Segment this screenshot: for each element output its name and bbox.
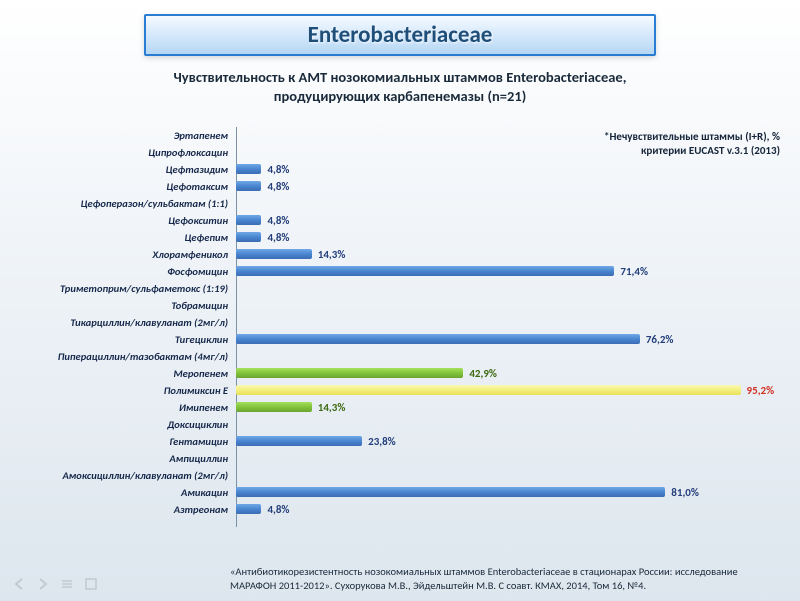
chart-row: Меропенем 42,9%: [14, 365, 784, 382]
bar: [236, 368, 463, 378]
value-label: 76,2%: [646, 331, 674, 348]
value-label: 71,4%: [620, 263, 648, 280]
fullscreen-icon: [84, 577, 98, 591]
category-label: Гентамицин: [14, 433, 232, 450]
value-label: 81,0%: [671, 484, 699, 501]
value-label: 42,9%: [469, 365, 497, 382]
chart-row: Полимиксин Е 95,2%: [14, 382, 784, 399]
category-label: Цефтазидим: [14, 161, 232, 178]
next-icon: [36, 577, 50, 591]
category-label: Доксициклин: [14, 416, 232, 433]
slide-nav-icons: [12, 577, 98, 591]
category-label: Цефотаксим: [14, 178, 232, 195]
subtitle-line-2: продуцирующих карбапенемазы (n=21): [274, 87, 526, 105]
category-label: Цефепим: [14, 229, 232, 246]
bar: [236, 215, 261, 225]
value-label: 4,8%: [267, 212, 289, 229]
sensitivity-bar-chart: ЭртапенемЦипрофлоксацинЦефтазидим4,8%Цеф…: [14, 127, 784, 527]
category-label: Имипенем: [14, 399, 232, 416]
category-label: Хлорамфеникол: [14, 246, 232, 263]
chart-row: Гентамицин 23,8%: [14, 433, 784, 450]
bar: [236, 164, 261, 174]
bar: [236, 249, 312, 259]
value-label: 4,8%: [267, 178, 289, 195]
category-label: Тигециклин: [14, 331, 232, 348]
value-label: 4,8%: [267, 501, 289, 518]
chart-row: Цефтазидим 4,8%: [14, 161, 784, 178]
category-label: Цефокситин: [14, 212, 232, 229]
category-label: Тикарциллин/клавуланат (2мг/л): [14, 314, 232, 331]
category-label: Ампициллин: [14, 450, 232, 467]
bar: [236, 402, 312, 412]
chart-row: Фосфомицин 71,4%: [14, 263, 784, 280]
chart-row: Хлорамфеникол 14,3%: [14, 246, 784, 263]
chart-row: Амоксициллин/клавуланат (2мг/л): [14, 467, 784, 484]
bar: [236, 504, 261, 514]
chart-row: Ципрофлоксацин: [14, 144, 784, 161]
value-label: 95,2%: [747, 382, 775, 399]
chart-row: Амикацин 81,0%: [14, 484, 784, 501]
chart-row: Эртапенем: [14, 127, 784, 144]
citation-text: «Антибиотикорезистентность нозокомиальны…: [230, 565, 780, 593]
banner-title: Enterobacteriaceae: [308, 21, 493, 49]
category-label: Пиперациллин/тазобактам (4мг/л): [14, 348, 232, 365]
subtitle-line-1: Чувствительность к АМТ нозокомиальных шт…: [174, 68, 627, 86]
category-label: Азтреонам: [14, 501, 232, 518]
bar: [236, 232, 261, 242]
value-label: 14,3%: [318, 399, 346, 416]
category-label: Полимиксин Е: [14, 382, 232, 399]
bar: [236, 385, 741, 395]
category-label: Эртапенем: [14, 127, 232, 144]
category-label: Амоксициллин/клавуланат (2мг/л): [14, 467, 232, 484]
category-label: Фосфомицин: [14, 263, 232, 280]
chart-row: Доксициклин: [14, 416, 784, 433]
chart-row: Ампициллин: [14, 450, 784, 467]
chart-row: Тигециклин 76,2%: [14, 331, 784, 348]
title-banner: Enterobacteriaceae: [144, 14, 656, 56]
chart-subtitle: Чувствительность к АМТ нозокомиальных шт…: [0, 68, 800, 106]
chart-row: Цефотаксим 4,8%: [14, 178, 784, 195]
category-label: Триметоприм/сульфаметокс (1:19): [14, 280, 232, 297]
menu-icon: [60, 577, 74, 591]
category-label: Меропенем: [14, 365, 232, 382]
bar: [236, 266, 614, 276]
chart-row: Тикарциллин/клавуланат (2мг/л): [14, 314, 784, 331]
bar: [236, 487, 665, 497]
category-label: Амикацин: [14, 484, 232, 501]
chart-row: Цефокситин 4,8%: [14, 212, 784, 229]
category-label: Тобрамицин: [14, 297, 232, 314]
value-label: 4,8%: [267, 229, 289, 246]
value-label: 23,8%: [368, 433, 396, 450]
category-label: Цефоперазон/сульбактам (1:1): [14, 195, 232, 212]
chart-row: Азтреонам 4,8%: [14, 501, 784, 518]
chart-row: Цефоперазон/сульбактам (1:1): [14, 195, 784, 212]
bar: [236, 181, 261, 191]
prev-icon: [12, 577, 26, 591]
bar: [236, 334, 640, 344]
chart-row: Имипенем 14,3%: [14, 399, 784, 416]
chart-row: Пиперациллин/тазобактам (4мг/л): [14, 348, 784, 365]
bar: [236, 436, 362, 446]
chart-row: Триметоприм/сульфаметокс (1:19): [14, 280, 784, 297]
value-label: 14,3%: [318, 246, 346, 263]
chart-row: Цефепим 4,8%: [14, 229, 784, 246]
category-label: Ципрофлоксацин: [14, 144, 232, 161]
value-label: 4,8%: [267, 161, 289, 178]
chart-row: Тобрамицин: [14, 297, 784, 314]
